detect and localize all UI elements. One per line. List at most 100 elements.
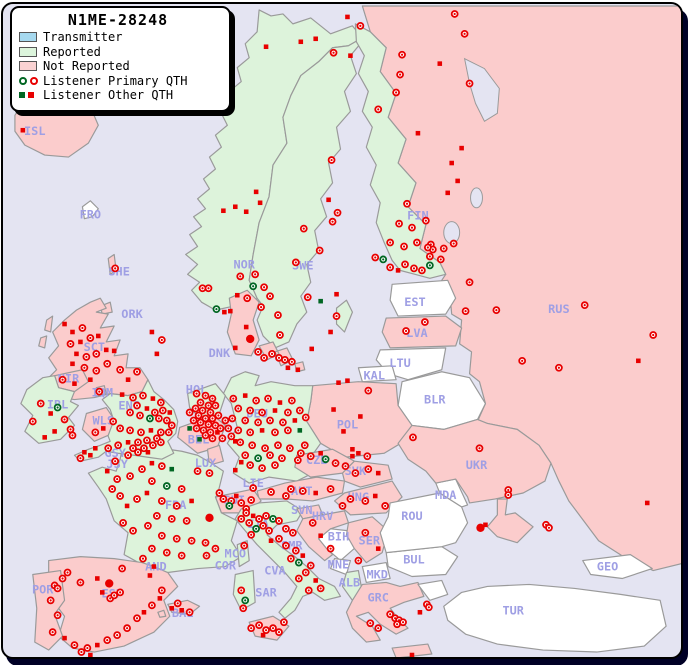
listener-primary-qth-marker (259, 521, 267, 530)
listener-other-qth-marker (372, 493, 378, 499)
country-label-ltu: LTU (389, 356, 411, 370)
country-label-dnk: DNK (209, 346, 231, 360)
listener-primary-qth-marker (271, 461, 279, 470)
listener-primary-qth-marker (82, 352, 91, 361)
transmitter-swatch (19, 32, 37, 43)
listener-primary-qth-marker (260, 353, 268, 362)
listener-primary-qth-marker-green (146, 414, 154, 423)
listener-primary-qth-marker (66, 425, 75, 434)
listener-primary-qth-marker (211, 544, 220, 553)
listener-primary-qth-marker (293, 456, 302, 465)
listener-primary-qth-marker (162, 416, 171, 425)
listener-other-qth-marker-green (187, 426, 192, 431)
listener-other-qth-marker (111, 348, 117, 354)
listener-primary-qth-marker (167, 514, 176, 523)
listener-primary-qth-marker (201, 538, 210, 547)
listener-primary-qth-marker (76, 578, 85, 587)
listener-primary-qth-marker (60, 415, 69, 424)
listener-primary-qth-marker (133, 367, 141, 376)
listener-primary-qth-marker (282, 524, 290, 533)
listener-primary-qth-marker (268, 349, 276, 358)
listener-other-qth-marker (375, 546, 381, 551)
listener-primary-qth-marker (111, 457, 120, 466)
listener-primary-qth-marker (257, 303, 265, 312)
listener-primary-qth-marker (363, 452, 372, 461)
listener-primary-qth-marker (261, 444, 269, 453)
listener-other-qth-marker (358, 414, 363, 419)
listener-primary-qth-marker (116, 424, 125, 433)
listener-primary-qth-marker (274, 311, 282, 319)
country-label-mco: MCO (225, 547, 247, 561)
listener-primary-qth-marker (251, 270, 260, 279)
listener-other-qth-marker (95, 576, 100, 581)
listener-other-qth-marker (268, 538, 274, 543)
listener-primary-qth-marker (154, 414, 163, 423)
listener-primary-qth-marker (269, 624, 277, 633)
listener-other-qth-marker (125, 377, 131, 382)
country-label-tur: TUR (502, 603, 524, 617)
listener-other-qth-marker (234, 292, 240, 298)
listener-primary-qth-marker (164, 428, 173, 437)
country-cri (486, 498, 534, 544)
listener-primary-qth-marker (649, 331, 658, 339)
listener-primary-qth-marker (315, 246, 324, 255)
listener-other-qth-marker (147, 573, 153, 578)
listener-primary-qth-marker (245, 518, 254, 527)
listener-other-qth-marker (179, 608, 184, 613)
listener-primary-qth-marker (465, 79, 474, 88)
listener-other-qth-marker (350, 453, 355, 459)
listener-other-qth-marker (238, 459, 244, 465)
country-kal (357, 365, 397, 383)
listener-other-qth-marker (169, 606, 175, 611)
listener-other-qth-marker (331, 407, 336, 412)
listener-primary-qth-marker (228, 414, 237, 423)
listener-primary-qth-marker (260, 283, 268, 292)
listener-other-qth-marker (150, 396, 156, 401)
listener-primary-qth-marker (172, 534, 181, 543)
listener-primary-qth-marker (361, 528, 370, 537)
country-label-grc: GRC (367, 590, 389, 604)
listener-other-qth-marker (455, 178, 460, 184)
listener-primary-qth-marker (271, 428, 279, 437)
listener-primary-qth-marker (139, 391, 147, 400)
listener-primary-qth-marker (103, 359, 112, 368)
listener-other-qth-marker-green (169, 466, 175, 472)
listener-primary-qth-marker (86, 334, 95, 342)
listener-primary-qth-marker (418, 266, 426, 275)
listener-primary-qth-marker (157, 586, 166, 595)
listener-primary-qth-marker (182, 516, 191, 525)
listener-other-qth-marker (93, 445, 98, 451)
listener-primary-qth-marker (138, 465, 146, 474)
listener-primary-qth-marker (356, 21, 365, 30)
listener-primary-qth-marker (201, 391, 210, 400)
listener-other-qth-marker (318, 533, 323, 539)
listener-other-qth-marker (459, 145, 464, 151)
listener-primary-qth-marker (395, 219, 403, 228)
listener-primary-qth-marker (403, 199, 411, 208)
listener-primary-qth-marker (177, 551, 186, 560)
listener-primary-qth-marker (396, 70, 404, 79)
listener-primary-qth-marker (545, 523, 553, 532)
listener-other-qth-marker (74, 351, 79, 357)
listener-other-qth-marker (300, 553, 306, 558)
listener-other-qth-marker (215, 430, 220, 435)
listener-primary-qth-marker (236, 272, 245, 281)
country-label-ork: ORK (121, 307, 143, 321)
listener-primary-qth-marker (241, 416, 250, 425)
listener-other-qth-marker (149, 460, 155, 466)
listener-primary-qth-marker (109, 417, 118, 426)
listener-primary-qth-marker (229, 394, 238, 403)
listener-primary-qth-marker (148, 477, 156, 485)
listener-primary-qth-marker-green (53, 403, 62, 412)
listener-primary-qth-marker (36, 399, 45, 408)
listener-other-qth-marker (125, 440, 131, 445)
listener-other-qth-marker (88, 652, 93, 657)
listener-other-qth-marker (309, 346, 315, 352)
listener-other-qth-marker (334, 291, 339, 297)
listener-primary-qth-marker (206, 408, 215, 417)
country-ukr (397, 418, 552, 504)
listener-other-qth-marker (636, 358, 641, 364)
listener-primary-qth-marker (185, 408, 194, 417)
listener-primary-qth-marker (275, 628, 283, 637)
listener-other-qth-marker (272, 408, 278, 413)
